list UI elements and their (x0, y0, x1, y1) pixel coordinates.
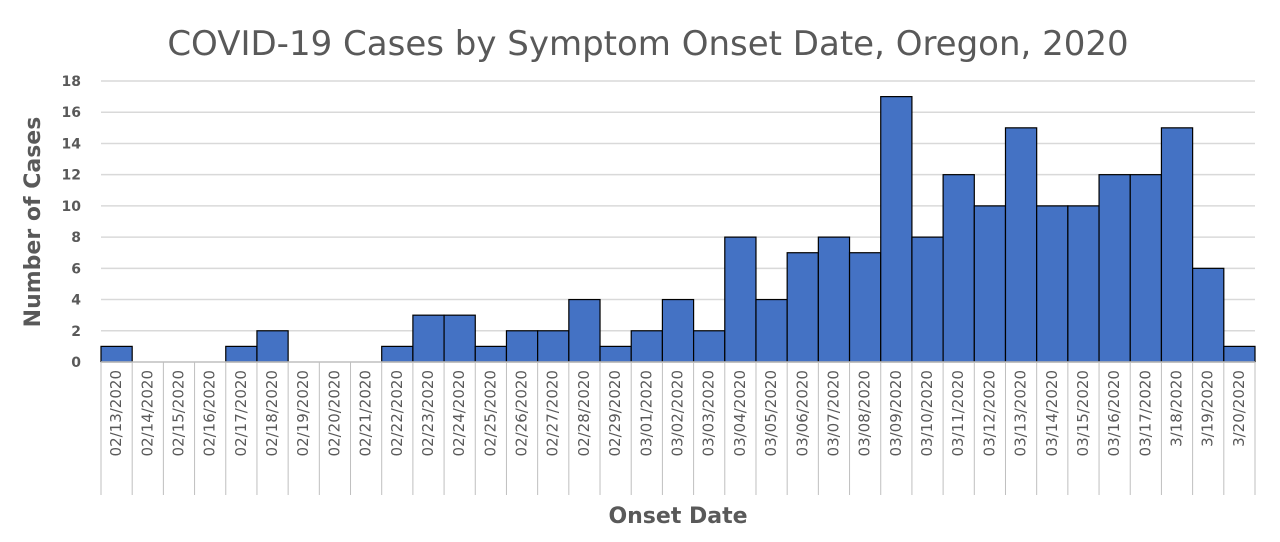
x-tick-label: 03/12/2020 (980, 370, 998, 456)
bar (661, 298, 695, 363)
x-tick-label: 02/28/2020 (575, 370, 593, 456)
x-tick-label: 03/17/2020 (1136, 370, 1154, 456)
bar (817, 236, 851, 363)
x-tick-label: 03/05/2020 (762, 370, 780, 456)
y-tick-label: 14 (62, 136, 82, 152)
x-tick-label: 03/09/2020 (887, 370, 905, 456)
bar (973, 205, 1007, 363)
bar (100, 345, 133, 363)
bar (1067, 205, 1100, 363)
x-tick-label: 02/21/2020 (357, 370, 375, 456)
y-axis-ticks: 0 2 4 6 8 10 12 14 16 18 (62, 74, 82, 371)
x-tick-label: 02/16/2020 (201, 370, 219, 456)
x-tick-label: 03/13/2020 (1012, 370, 1030, 456)
x-tick-label: 02/14/2020 (138, 370, 156, 456)
y-tick-label: 16 (62, 105, 81, 121)
chart-title: COVID-19 Cases by Symptom Onset Date, Or… (167, 24, 1128, 64)
x-tick-label: 3/19/2020 (1199, 370, 1217, 447)
x-tick-label: 03/16/2020 (1105, 370, 1123, 456)
bar (599, 345, 632, 363)
bar (1004, 127, 1038, 363)
x-tick-label: 02/27/2020 (544, 370, 562, 456)
x-tick-label: 02/20/2020 (325, 370, 343, 456)
bar (630, 330, 664, 363)
x-tick-label: 03/11/2020 (949, 370, 967, 456)
y-tick-label: 4 (71, 293, 81, 309)
bar (1192, 267, 1225, 363)
y-tick-label: 8 (71, 230, 81, 246)
x-axis-ticks: 02/13/2020 02/14/2020 02/15/2020 02/16/2020… (100, 362, 1256, 495)
x-tick-label: 03/07/2020 (824, 370, 842, 456)
bar (1160, 127, 1194, 363)
bar (256, 330, 289, 363)
bar (942, 174, 975, 363)
bar (724, 236, 757, 363)
x-tick-label: 02/23/2020 (419, 370, 437, 456)
bar (755, 298, 788, 363)
x-tick-label: 02/22/2020 (388, 370, 406, 456)
bar (692, 330, 726, 363)
x-tick-label: 02/24/2020 (450, 370, 468, 456)
x-tick-label: 02/18/2020 (263, 370, 281, 456)
x-tick-label: 03/03/2020 (700, 370, 718, 456)
y-tick-label: 6 (71, 261, 81, 277)
bar (474, 345, 508, 363)
x-tick-label: 02/13/2020 (107, 370, 125, 456)
x-axis-title: Onset Date (608, 504, 747, 529)
y-tick-label: 2 (71, 324, 81, 340)
x-tick-label: 03/15/2020 (1074, 370, 1092, 456)
x-tick-label: 03/08/2020 (856, 370, 874, 456)
x-tick-label: 3/20/2020 (1230, 370, 1248, 447)
bar (537, 330, 570, 363)
bar (1098, 174, 1131, 363)
bar (412, 314, 445, 363)
x-tick-label: 02/29/2020 (606, 370, 624, 456)
y-tick-label: 18 (62, 74, 81, 90)
bar (505, 330, 539, 363)
bar (1036, 205, 1069, 363)
bar (786, 252, 819, 363)
bars (100, 96, 1256, 363)
y-tick-label: 10 (62, 199, 82, 215)
x-tick-label: 02/26/2020 (513, 370, 531, 456)
bar (381, 345, 414, 363)
bar (443, 314, 476, 363)
bar (1223, 345, 1256, 363)
gridlines (101, 80, 1255, 332)
x-tick-label: 03/01/2020 (637, 370, 655, 456)
x-tick-label: 03/14/2020 (1043, 370, 1061, 456)
bar (1129, 174, 1163, 363)
x-tick-label: 03/02/2020 (669, 370, 687, 456)
x-tick-label: 03/10/2020 (918, 370, 936, 456)
bar (880, 96, 913, 363)
x-tick-label: 3/18/2020 (1168, 370, 1186, 447)
x-tick-label: 03/04/2020 (731, 370, 749, 456)
bar (568, 298, 601, 363)
bar (911, 236, 944, 363)
x-tick-label: 02/17/2020 (232, 370, 250, 456)
y-axis-title: Number of Cases (21, 117, 46, 328)
x-tick-label: 02/25/2020 (481, 370, 499, 456)
x-tick-label: 03/06/2020 (793, 370, 811, 456)
bar (848, 252, 882, 363)
y-tick-label: 0 (71, 355, 81, 371)
y-tick-label: 12 (62, 168, 81, 184)
bar (225, 345, 258, 363)
x-tick-label: 02/15/2020 (169, 370, 187, 456)
x-tick-label: 02/19/2020 (294, 370, 312, 456)
